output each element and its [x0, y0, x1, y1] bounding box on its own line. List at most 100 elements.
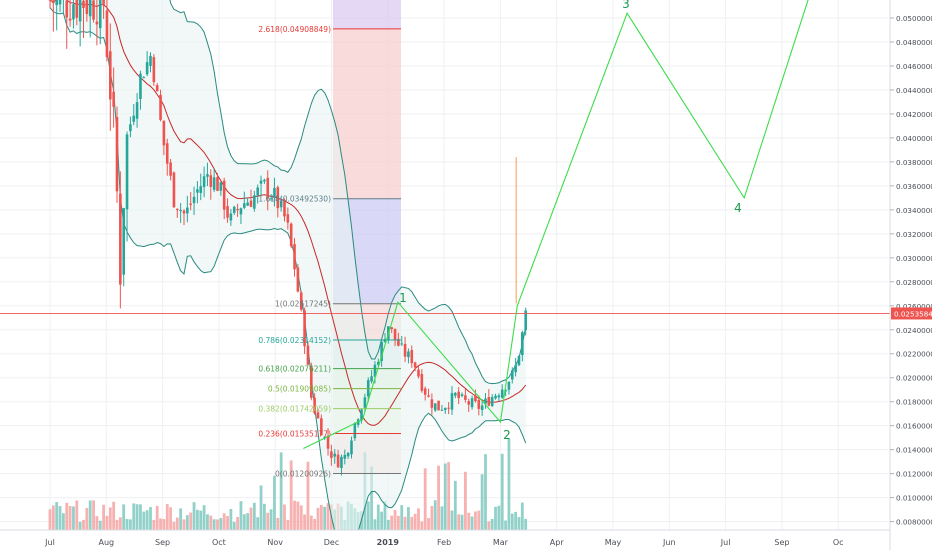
candle-body	[279, 200, 283, 208]
candle-body	[65, 0, 69, 18]
candle-body	[179, 209, 182, 212]
candle-body	[487, 396, 491, 406]
candle-body	[430, 399, 434, 408]
volume-bar	[380, 511, 384, 530]
candle-body	[420, 373, 424, 391]
elliott-wave-line	[303, 0, 809, 449]
candle-body	[323, 436, 326, 438]
candle-body	[95, 21, 99, 25]
candle-body	[330, 451, 333, 458]
volume-bar	[427, 518, 430, 530]
candle-body	[92, 0, 95, 20]
candle-body	[82, 0, 85, 9]
candle-body	[397, 338, 400, 346]
candle-body	[142, 77, 146, 79]
candle-body	[504, 389, 507, 392]
x-tick-label: Dec	[324, 538, 339, 547]
candle-body	[155, 85, 159, 92]
candle-body	[403, 343, 407, 357]
wave-label-3: 3	[622, 0, 630, 11]
candle-body	[440, 409, 444, 411]
volume-bar	[423, 468, 427, 530]
volume-bar	[510, 513, 514, 530]
y-tick-label: 0.03000000	[896, 254, 932, 263]
volume-bar	[162, 519, 166, 530]
candle-body	[289, 223, 293, 247]
volume-bar	[85, 507, 89, 530]
y-axis-background	[890, 0, 932, 550]
candle-body	[447, 407, 450, 409]
x-tick-label: Nov	[267, 538, 283, 547]
volume-bar	[209, 515, 213, 530]
volume-bar	[169, 507, 172, 530]
volume-bar	[383, 501, 387, 530]
candle-body	[400, 343, 404, 345]
volume-bar	[259, 485, 263, 530]
volume-bar	[490, 518, 494, 530]
candle-body	[122, 208, 125, 275]
candle-body	[454, 393, 457, 396]
y-tick-label: 0.03800000	[896, 158, 932, 167]
candle-body	[232, 206, 236, 213]
candle-body	[353, 422, 357, 439]
candle-body	[423, 388, 427, 395]
volume-bar	[269, 509, 273, 530]
volume-bar	[256, 517, 260, 530]
volume-bar	[266, 512, 270, 530]
candle-body	[48, 0, 52, 1]
volume-bar	[390, 515, 394, 530]
fib-level-label: 0.5(0.01909085)	[268, 385, 331, 394]
volume-bar	[55, 502, 59, 530]
volume-bar	[128, 519, 132, 530]
y-tick-label: 0.02000000	[896, 374, 932, 383]
x-tick-label: Jul	[44, 538, 55, 547]
volume-bar	[61, 513, 65, 530]
volume-bar	[279, 452, 283, 530]
volume-bar	[403, 516, 407, 530]
volume-bar	[484, 454, 487, 530]
candle-body	[360, 409, 363, 421]
candle-body	[507, 381, 511, 390]
candle-body	[460, 394, 464, 396]
y-tick-label: 0.04800000	[896, 38, 932, 47]
candle-body	[510, 370, 514, 380]
candle-body	[524, 310, 527, 331]
volume-bar	[517, 517, 521, 530]
volume-bar	[216, 519, 219, 530]
candle-body	[477, 400, 481, 409]
volume-bar	[323, 506, 327, 530]
candle-body	[500, 389, 504, 398]
candle-body	[212, 177, 216, 190]
candle-body	[296, 267, 300, 292]
candle-body	[75, 0, 79, 18]
volume-bar	[370, 466, 373, 530]
candle-body	[112, 91, 115, 107]
volume-bar	[51, 505, 55, 530]
y-tick-label: 0.03600000	[896, 182, 932, 191]
volume-bar	[437, 465, 440, 530]
volume-bar	[105, 515, 109, 530]
candle-body	[494, 395, 497, 399]
candle-body	[68, 18, 72, 21]
candle-body	[169, 162, 172, 176]
volume-bar	[410, 516, 414, 530]
y-tick-label: 0.04400000	[896, 86, 932, 95]
candle-body	[162, 120, 166, 146]
y-tick-label: 0.04000000	[896, 134, 932, 143]
x-tick-label: Mar	[493, 538, 509, 547]
candle-body	[202, 176, 206, 188]
candle-body	[343, 454, 347, 459]
candle-body	[102, 0, 105, 5]
candle-body	[326, 435, 330, 449]
candle-body	[340, 456, 343, 468]
volume-bar	[396, 515, 400, 530]
y-tick-label: 0.04200000	[896, 110, 932, 119]
volume-bar	[480, 474, 484, 530]
volume-bar	[165, 504, 169, 530]
volume-bar	[246, 513, 250, 530]
volume-bar	[467, 512, 471, 530]
volume-bar	[206, 514, 209, 530]
volume-bar	[122, 504, 126, 530]
volume-bar	[175, 517, 179, 530]
